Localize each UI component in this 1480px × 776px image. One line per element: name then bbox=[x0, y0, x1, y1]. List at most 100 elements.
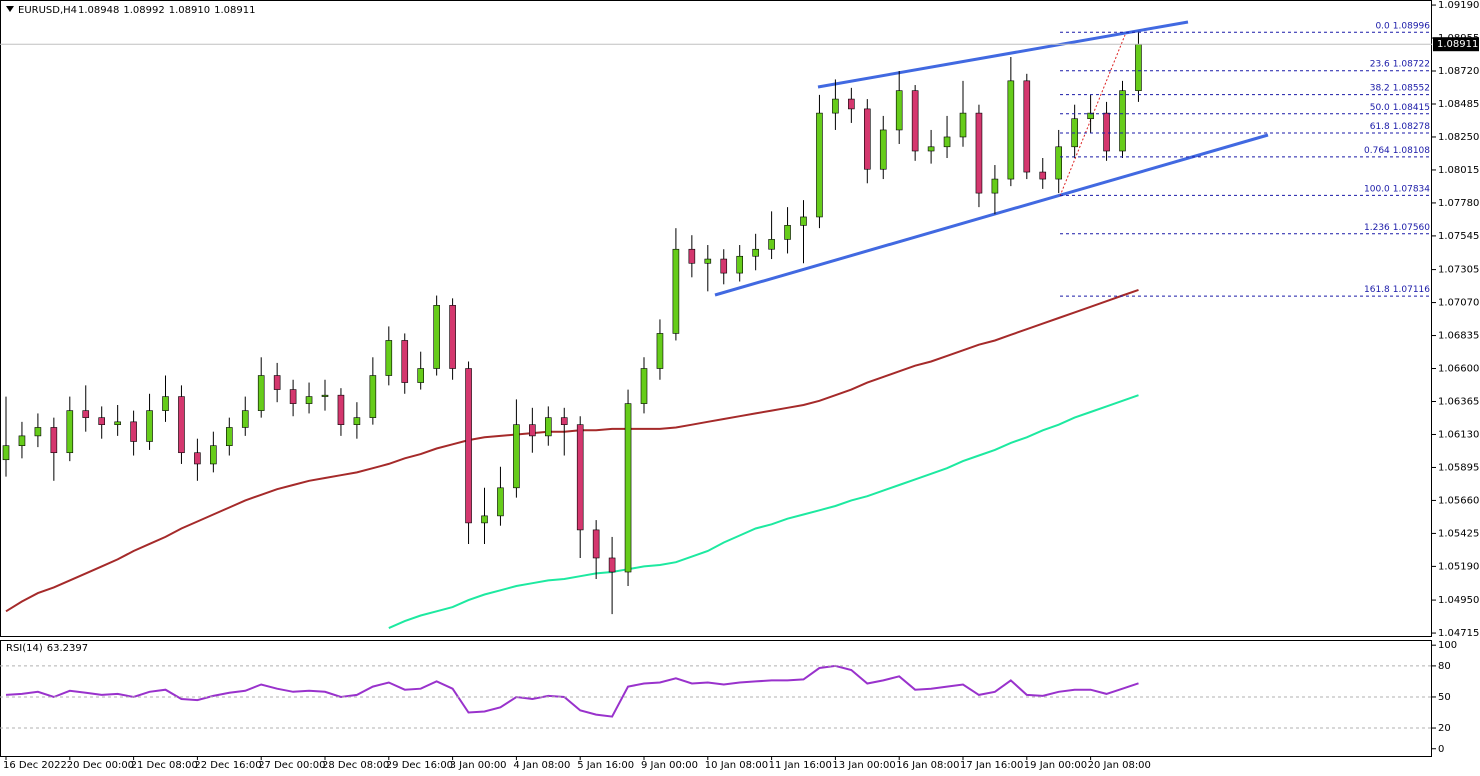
candle-body bbox=[592, 529, 600, 559]
current-price-box bbox=[1433, 37, 1479, 52]
rsi-line bbox=[5, 664, 1139, 718]
candle-body bbox=[98, 417, 105, 425]
candle-body bbox=[752, 248, 759, 257]
fib-price: 1.07834 bbox=[1393, 184, 1430, 194]
x-tick-label: 21 Dec 08:00 bbox=[131, 760, 198, 771]
candle-body bbox=[927, 146, 935, 152]
fib-level: 100.0 bbox=[1364, 184, 1390, 194]
collapse-icon[interactable] bbox=[6, 6, 14, 12]
candle-body bbox=[879, 129, 887, 170]
candle-body bbox=[321, 394, 329, 397]
lower-trendline bbox=[714, 133, 1269, 297]
candle-body bbox=[2, 445, 10, 461]
candle-body bbox=[465, 368, 472, 524]
current-price-label: 1.08911 bbox=[1437, 39, 1478, 50]
fib-level: 161.8 bbox=[1364, 285, 1390, 295]
candle-body bbox=[624, 403, 632, 573]
x-tick-label: 10 Jan 08:00 bbox=[705, 760, 768, 771]
candle-body bbox=[816, 112, 823, 218]
candle-body bbox=[848, 98, 855, 110]
candle-body bbox=[497, 487, 504, 517]
candle-body bbox=[194, 452, 201, 465]
y-tick-label: 1.04950 bbox=[1438, 595, 1479, 606]
y-tick-label: 1.07780 bbox=[1438, 198, 1479, 209]
rsi-title: RSI(14) 63.2397 bbox=[6, 643, 88, 654]
candle-body bbox=[736, 255, 744, 274]
candle-body bbox=[114, 421, 121, 425]
candle-body bbox=[895, 90, 903, 131]
candle-body bbox=[34, 427, 42, 437]
fib-level: 61.8 bbox=[1370, 122, 1390, 132]
fib-label: 100.0 1.07834 bbox=[1364, 184, 1430, 194]
candle-body bbox=[18, 435, 26, 447]
candle-body bbox=[672, 248, 680, 334]
moving-average bbox=[5, 288, 1139, 613]
candle-body bbox=[959, 112, 967, 138]
fib-price: 1.07116 bbox=[1393, 285, 1430, 295]
upper-trendline bbox=[817, 20, 1189, 89]
y-tick-label: 1.07305 bbox=[1438, 265, 1479, 276]
rsi-panel bbox=[0, 640, 1432, 757]
candle-body bbox=[608, 557, 616, 573]
candle-body bbox=[863, 108, 871, 170]
plot-layer bbox=[2, 31, 1142, 718]
y-tick-label: 1.08720 bbox=[1438, 66, 1479, 77]
fib-level: 23.6 bbox=[1370, 59, 1390, 69]
x-tick-label: 3 Jan 00:00 bbox=[450, 760, 507, 771]
quote-value: 1.08911 bbox=[214, 5, 255, 16]
candle-body bbox=[1103, 112, 1110, 152]
fib-price: 1.08415 bbox=[1393, 102, 1430, 112]
candle-body bbox=[1007, 80, 1015, 180]
candle-body bbox=[911, 90, 919, 152]
rsi-name: RSI(14) bbox=[6, 643, 43, 654]
candle-body bbox=[560, 417, 568, 425]
candle-body bbox=[433, 305, 440, 369]
candle-body bbox=[50, 427, 58, 454]
candle-body bbox=[481, 515, 488, 524]
y-tick-label: 1.07070 bbox=[1438, 298, 1479, 309]
y-tick-label: 1.06600 bbox=[1438, 364, 1479, 375]
rsi-tick-label: 50 bbox=[1438, 692, 1451, 703]
rsi-last: 63.2397 bbox=[47, 643, 88, 654]
y-tick-label: 1.08485 bbox=[1438, 99, 1479, 110]
y-tick-label: 1.05660 bbox=[1438, 495, 1479, 506]
candle-body bbox=[640, 368, 648, 404]
candle-body bbox=[1055, 146, 1062, 180]
x-tick-label: 9 Jan 00:00 bbox=[641, 760, 698, 771]
candle-body bbox=[273, 375, 281, 390]
candle-body bbox=[832, 98, 839, 114]
x-tick-label: 16 Jan 08:00 bbox=[896, 760, 959, 771]
candle-body bbox=[704, 258, 712, 264]
fib-price: 1.08996 bbox=[1393, 21, 1430, 31]
candle-body bbox=[417, 368, 425, 383]
y-tick-label: 1.08250 bbox=[1438, 132, 1479, 143]
y-tick-label: 1.06365 bbox=[1438, 396, 1479, 407]
fib-label: 1.236 1.07560 bbox=[1364, 222, 1430, 232]
y-tick-label: 1.05190 bbox=[1438, 561, 1479, 572]
candle-body bbox=[82, 410, 90, 418]
fib-price: 1.08108 bbox=[1393, 145, 1430, 155]
fib-label: 0.764 1.08108 bbox=[1364, 145, 1430, 155]
candle-body bbox=[369, 375, 377, 418]
quote: 1.08948 1.08992 1.08910 1.08911 bbox=[78, 5, 255, 16]
candle-body bbox=[991, 178, 999, 194]
fib-price: 1.08278 bbox=[1393, 122, 1430, 132]
x-tick-label: 20 Jan 08:00 bbox=[1088, 760, 1151, 771]
x-tick-label: 28 Dec 08:00 bbox=[322, 760, 389, 771]
candle-body bbox=[1119, 90, 1126, 152]
candle-body bbox=[656, 333, 664, 369]
quote-value: 1.08948 bbox=[78, 5, 119, 16]
candle-body bbox=[975, 112, 983, 194]
candle-body bbox=[305, 396, 313, 404]
x-tick-label: 4 Jan 08:00 bbox=[513, 760, 570, 771]
candle-body bbox=[66, 410, 74, 454]
y-tick-label: 1.08015 bbox=[1438, 165, 1479, 176]
fib-label: 50.0 1.08415 bbox=[1370, 102, 1430, 112]
x-tick-label: 5 Jan 16:00 bbox=[577, 760, 634, 771]
candle-body bbox=[257, 375, 265, 411]
moving-average bbox=[388, 394, 1139, 630]
fib-label: 38.2 1.08552 bbox=[1370, 83, 1430, 93]
candle-body bbox=[146, 410, 153, 442]
candle-body bbox=[784, 225, 791, 240]
candle-body bbox=[943, 136, 951, 148]
